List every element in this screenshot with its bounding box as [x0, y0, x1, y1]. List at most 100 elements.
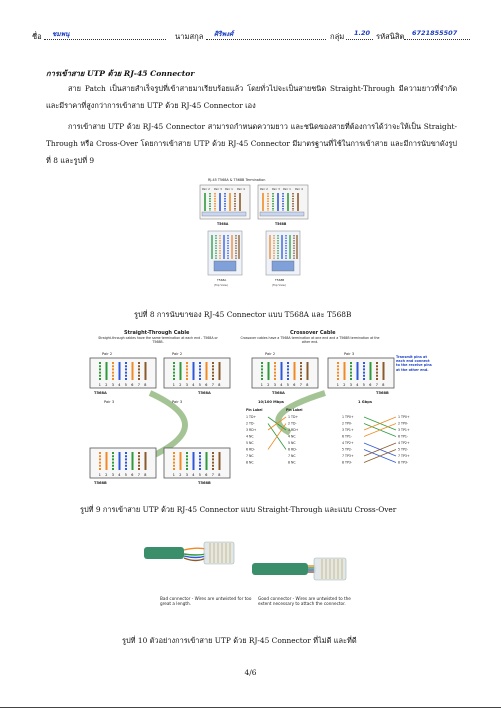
- name-field[interactable]: ชมพนุ: [44, 29, 166, 40]
- bad-connector: [144, 541, 235, 565]
- name-label: ชื่อ: [32, 32, 42, 41]
- pin-number: 6: [369, 383, 371, 387]
- pin-number: 6: [131, 383, 133, 387]
- pin-number: 3: [112, 383, 114, 387]
- gig-pin-right: 7 TP3+: [398, 454, 410, 458]
- label-t568a: T568A: [198, 391, 211, 395]
- pair-label: Pair 3: [104, 400, 114, 404]
- pair-label: Pair 1: [283, 187, 291, 191]
- label-t568b: T568B: [198, 481, 211, 485]
- pin-number: 4: [192, 473, 194, 477]
- group-field[interactable]: 1.20: [346, 29, 373, 40]
- pin-label-right: 7 NC: [288, 454, 296, 458]
- t568b-jack: Pair 2 Pair 3 Pair 1 Pair 4: [257, 184, 309, 220]
- gig-pin-left: 7 TP3+: [342, 454, 354, 458]
- pin-label-right: 6 RD-: [288, 448, 297, 452]
- paragraph-text: การเข้าสาย UTP ด้วย RJ-45 Connector สามา…: [46, 122, 457, 165]
- pair-label: Pair 2: [172, 352, 182, 356]
- gig-pin-right: 4 TP2+: [398, 441, 410, 445]
- pin-number: 8: [218, 383, 220, 387]
- pin-number: 2: [105, 473, 107, 477]
- plug-a-name: T568A: [216, 278, 226, 282]
- gig-pin-left: 2 TP0-: [342, 422, 352, 426]
- gig-pin-right: 6 TP1-: [398, 435, 408, 439]
- good-connector-text: Good connector - Wires are untwisted to …: [258, 596, 351, 607]
- pin-number: 8: [306, 383, 308, 387]
- pin-number: 8: [382, 383, 384, 387]
- cross-cable-arc: [275, 390, 326, 436]
- pin-label-right: 4 NC: [288, 435, 296, 439]
- pair-label: Pair 1: [225, 187, 233, 191]
- pin-number: 5: [363, 383, 365, 387]
- pin-number: 3: [350, 383, 352, 387]
- plug-a-view: (Top View): [214, 283, 228, 287]
- speed-100: 10/100 Mbps: [258, 400, 284, 404]
- gig-pin-left: 8 TP3-: [342, 461, 352, 465]
- pin-number: 2: [179, 383, 181, 387]
- gig-pin-left: 4 TP2+: [342, 441, 354, 445]
- pin-label-left: 5 NC: [246, 441, 254, 445]
- label-t568a: T568A: [272, 391, 285, 395]
- figure-10: Bad connector - Wires are untwisted for …: [140, 525, 364, 619]
- pin-number: 3: [186, 383, 188, 387]
- page-number: 4/6: [244, 668, 257, 677]
- label-t568b: T568B: [94, 481, 107, 485]
- paragraph-patch-cable: สาย Patch เป็นสายสำเร็จรูปที่เข้าสายมาเร…: [46, 80, 457, 114]
- pin-label-header: Pin Label: [246, 408, 263, 412]
- surname-field[interactable]: ศิริพงศ์: [206, 29, 326, 40]
- label-t568a: T568A: [94, 391, 107, 395]
- pin-number: 4: [192, 383, 194, 387]
- gig-pin-left: 1 TP0+: [342, 415, 354, 419]
- figure-8-diagram: RJ-45 T568A & T568B Termination Pair 2 P…: [192, 175, 316, 296]
- pin-number: 7: [138, 383, 140, 387]
- pin-number: 1: [173, 473, 175, 477]
- fig8-title: RJ-45 T568A & T568B Termination: [208, 178, 265, 182]
- cross-desc: Crossover cables have a T568A terminatio…: [240, 336, 380, 344]
- good-connector: [252, 557, 347, 581]
- figure-10-caption: รูปที่ 10 ตัวอย่างการเข้าสาย UTP ด้วย RJ…: [122, 636, 357, 645]
- gig-pin-left: 3 TP1+: [342, 428, 354, 432]
- figure-9-diagram: Straight-Through Cable Straight-through …: [80, 325, 433, 497]
- figure-10-photo: Bad connector - Wires are untwisted for …: [140, 525, 364, 619]
- pin-number: 4: [280, 383, 282, 387]
- pair-label: Pair 3: [214, 187, 222, 191]
- student-id-field[interactable]: 6721855507: [404, 29, 470, 40]
- pin-number: 8: [144, 383, 146, 387]
- pin-number: 2: [343, 383, 345, 387]
- paragraph-text: สาย Patch เป็นสายสำเร็จรูปที่เข้าสายมาเร…: [46, 84, 457, 110]
- pin-number: 1: [99, 473, 101, 477]
- t568b-label: T568B: [275, 222, 287, 226]
- straight-title: Straight-Through Cable: [124, 330, 190, 336]
- pin-number: 6: [293, 383, 295, 387]
- gig-pin-right: 2 TP0-: [398, 422, 408, 426]
- t568a-jack: Pair 2 Pair 3 Pair 1 Pair 4: [199, 184, 251, 220]
- pin-number: 7: [212, 383, 214, 387]
- pin-number: 5: [125, 383, 127, 387]
- section-title: การเข้าสาย UTP ด้วย RJ-45 Connector: [46, 69, 195, 78]
- pin-number: 3: [274, 383, 276, 387]
- cross-title: Crossover Cable: [290, 330, 336, 336]
- pin-number: 1: [261, 383, 263, 387]
- pin-number: 2: [267, 383, 269, 387]
- figure-9-caption: รูปที่ 9 การเข้าสาย UTP ด้วย RJ-45 Conne…: [80, 505, 397, 514]
- student-header: ชื่อ ชมพนุ นามสกุล ศิริพงศ์ กลุ่ม 1.20 ร…: [32, 29, 472, 45]
- pin-number: 5: [287, 383, 289, 387]
- pin-label-right: 8 NC: [288, 461, 296, 465]
- pin-number: 4: [118, 473, 120, 477]
- pair-label: Pair 4: [237, 187, 245, 191]
- t568a-plug: [207, 230, 243, 276]
- pin-number: 3: [112, 473, 114, 477]
- transmit-note: Transmit pins at each end connect to the…: [396, 355, 432, 372]
- figure-8-caption: รูปที่ 8 การนับขาของ RJ-45 Connector แบบ…: [134, 310, 352, 319]
- gig-pin-right: 1 TP0+: [398, 415, 410, 419]
- pin-number: 7: [300, 383, 302, 387]
- gig-pin-left: 5 TP2-: [342, 448, 352, 452]
- bad-connector-text: Bad connector - Wires are untwisted for …: [160, 596, 252, 607]
- pair-label: Pair 2: [265, 352, 275, 356]
- paragraph-rj45: การเข้าสาย UTP ด้วย RJ-45 Connector สามา…: [46, 118, 457, 169]
- figure-9: Straight-Through Cable Straight-through …: [80, 325, 433, 497]
- gig-pin-right: 8 TP3-: [398, 461, 408, 465]
